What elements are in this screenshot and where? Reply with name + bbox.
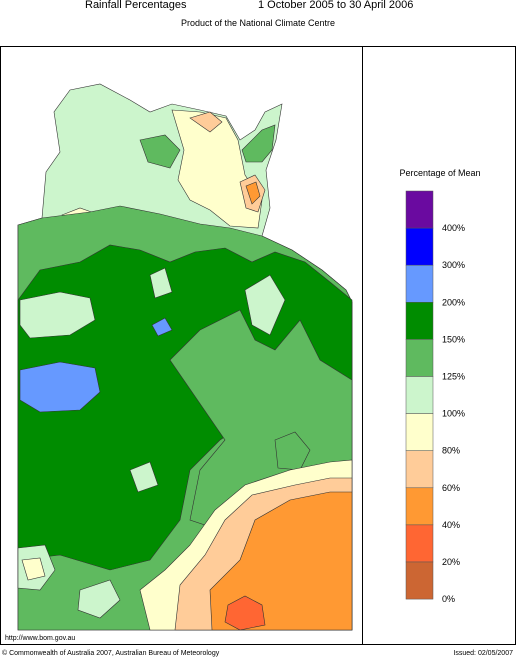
- legend-swatch: [405, 190, 434, 229]
- footer-url: http://www.bom.gov.au: [5, 635, 75, 642]
- legend-swatch: [405, 302, 434, 340]
- legend-label: 0%: [442, 594, 455, 604]
- zone-80: [171, 109, 263, 229]
- legend-label: 400%: [442, 223, 465, 233]
- legend-label: 150%: [442, 334, 465, 344]
- title: Rainfall Percentages: [85, 0, 187, 11]
- legend-swatch: [405, 487, 434, 526]
- legend-label: 100%: [442, 409, 465, 419]
- period: 1 October 2005 to 30 April 2006: [258, 0, 413, 11]
- zone-100: [129, 461, 159, 493]
- legend-swatch: [405, 227, 434, 266]
- zone-200: [151, 317, 173, 337]
- legend-title: Percentage of Mean: [399, 168, 480, 178]
- legend-swatch: [405, 561, 434, 600]
- legend-swatch: [405, 264, 434, 303]
- legend-label: 60%: [442, 483, 460, 493]
- legend-label: 80%: [442, 446, 460, 456]
- zone-40: [209, 491, 353, 631]
- zone-20: [224, 595, 266, 631]
- legend-swatch: [405, 413, 434, 451]
- legend-swatch: [405, 339, 434, 377]
- legend: 400% 300% 200% 150% 125% 100% 80% 60% 40% 20% 0%: [405, 190, 465, 604]
- zone-100: [77, 579, 121, 619]
- zone-125: [139, 134, 181, 169]
- legend-label: 300%: [442, 260, 465, 270]
- legend-label: 125%: [442, 372, 465, 382]
- legend-label: 200%: [442, 297, 465, 307]
- zone-60: [189, 111, 223, 133]
- zone-100: [19, 291, 96, 339]
- legend-swatch: [405, 524, 434, 563]
- subtitle: Product of the National Climate Centre: [181, 18, 335, 28]
- legend-swatch: [405, 450, 434, 489]
- legend-label: 40%: [442, 520, 460, 530]
- footer-issued: Issued: 02/05/2007: [453, 650, 513, 657]
- zone-100: [244, 274, 286, 336]
- legend-swatch: [405, 376, 434, 414]
- footer-copyright: © Commonwealth of Australia 2007, Austra…: [2, 649, 220, 657]
- legend-label: 20%: [442, 557, 460, 567]
- map: [17, 83, 353, 631]
- zone-125: [274, 431, 311, 471]
- zone-125: [241, 124, 276, 163]
- zone-100: [149, 267, 173, 299]
- zone-200: [19, 361, 101, 413]
- zone-40: [245, 181, 261, 205]
- zone-80: [21, 557, 46, 581]
